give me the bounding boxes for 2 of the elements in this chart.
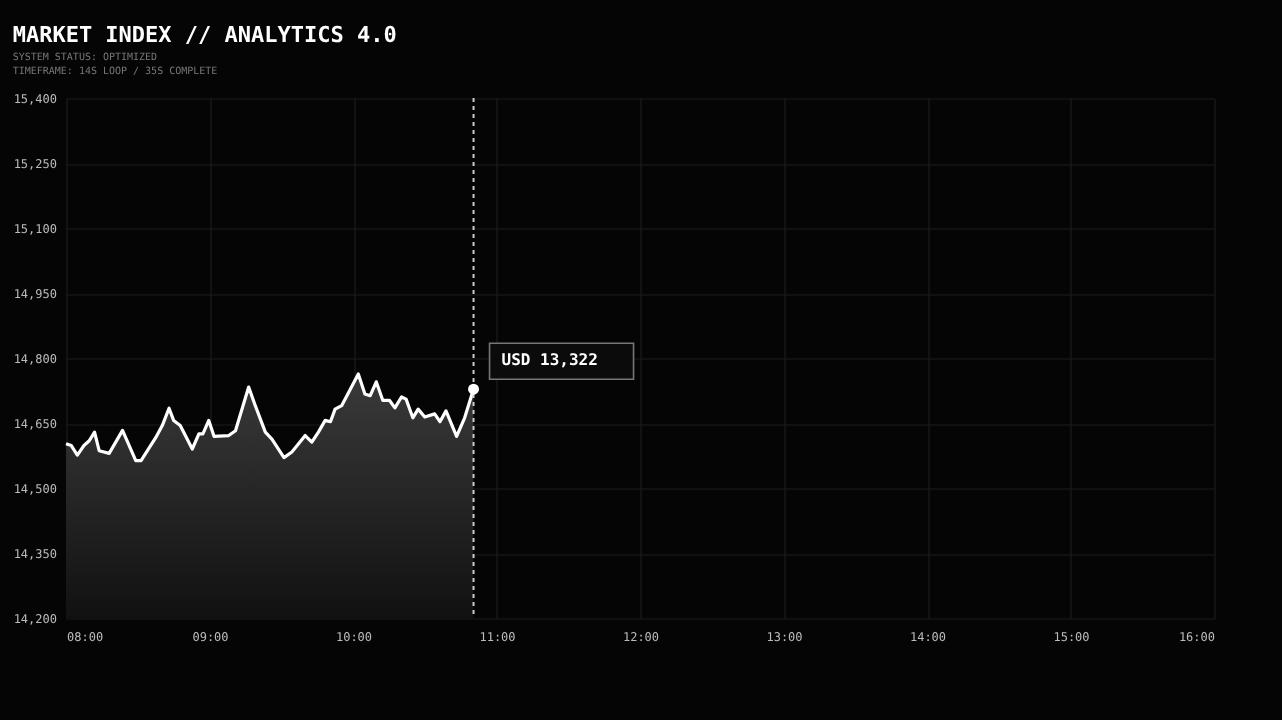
chart-title: MARKET INDEX // ANALYTICS 4.0 — [12, 22, 397, 48]
annotation: USD 13,322 — [501, 351, 599, 370]
